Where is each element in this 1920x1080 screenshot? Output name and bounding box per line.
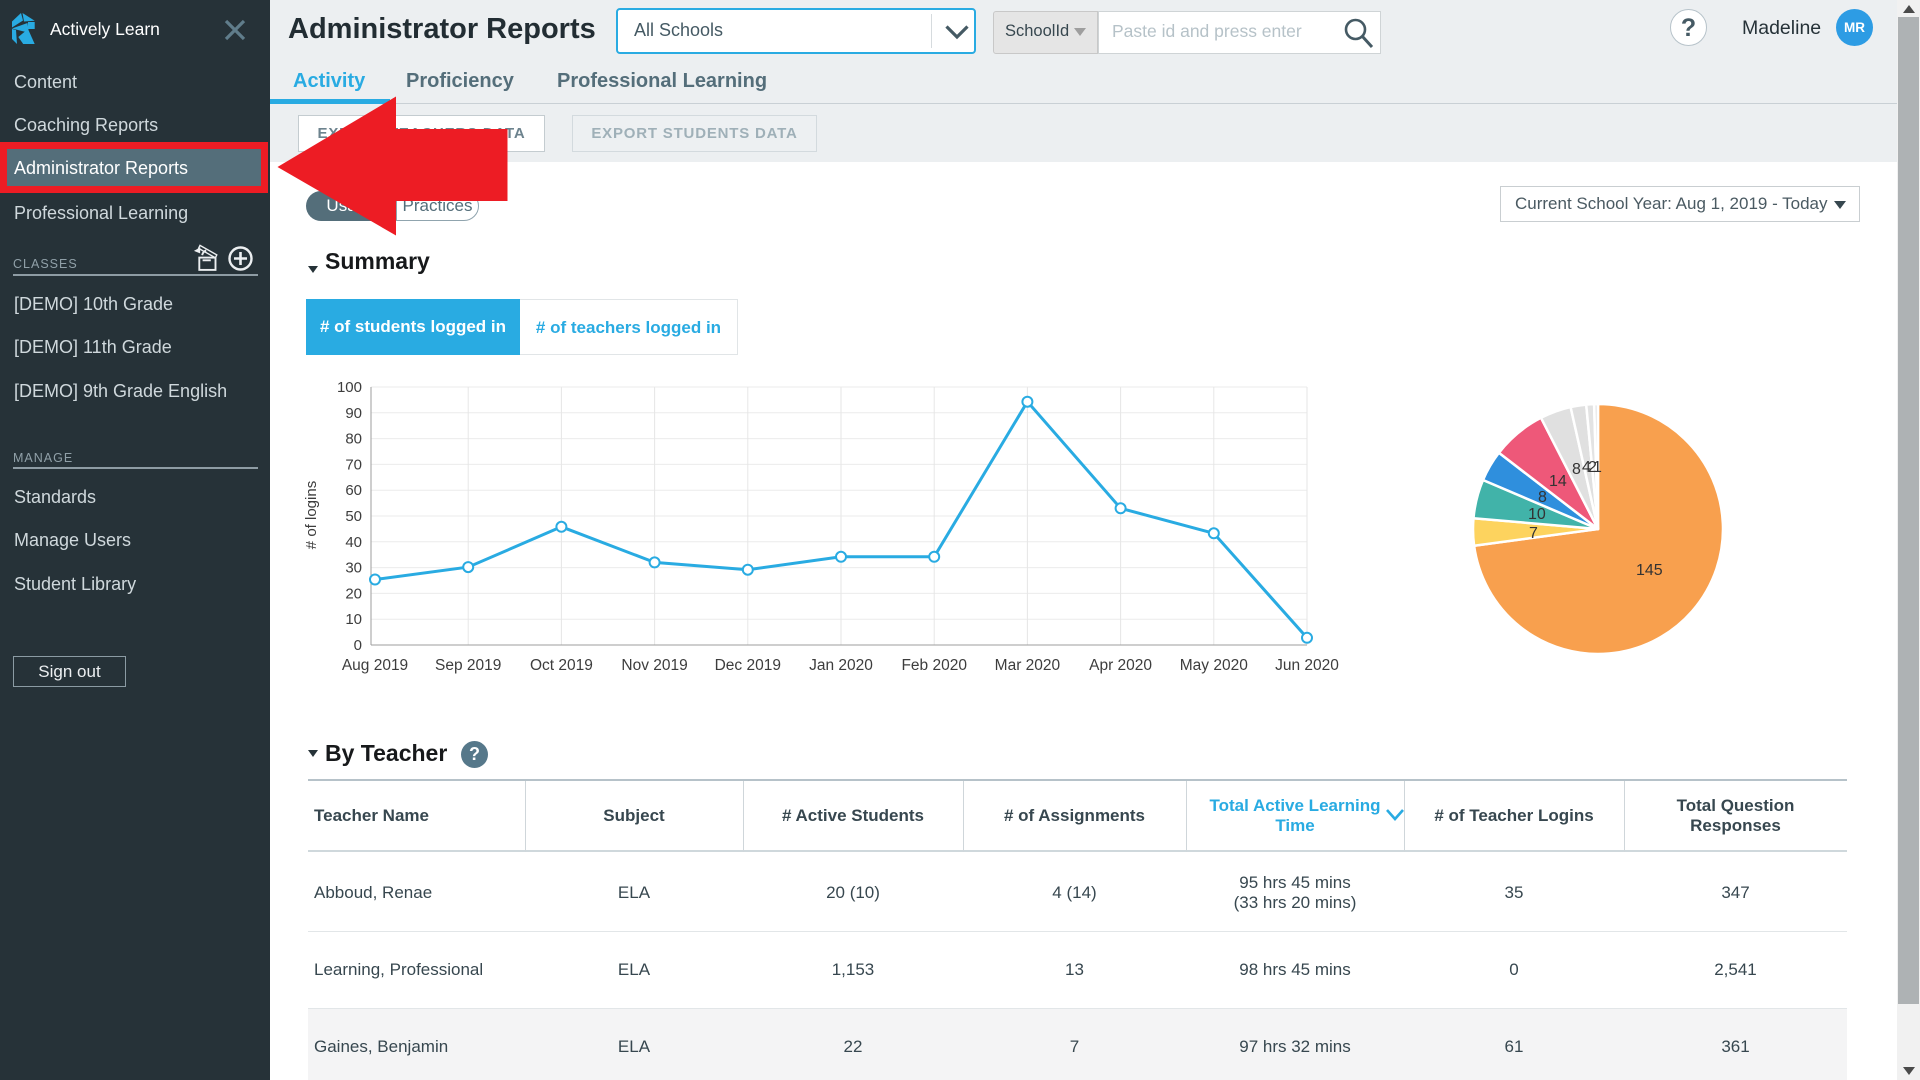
svg-text:Apr 2020: Apr 2020	[1089, 657, 1152, 674]
svg-text:145: 145	[1636, 562, 1663, 579]
svg-text:Jan 2020: Jan 2020	[809, 657, 873, 674]
svg-text:Dec 2019: Dec 2019	[715, 657, 781, 674]
svg-text:10: 10	[1528, 506, 1546, 523]
svg-text:70: 70	[345, 456, 362, 473]
svg-text:Feb 2020: Feb 2020	[901, 657, 967, 674]
svg-text:1: 1	[1593, 459, 1602, 476]
svg-text:10: 10	[345, 611, 362, 628]
svg-text:30: 30	[345, 560, 362, 577]
svg-text:Nov 2019: Nov 2019	[621, 657, 687, 674]
svg-text:14: 14	[1549, 473, 1567, 490]
svg-text:Oct 2019: Oct 2019	[530, 657, 593, 674]
svg-text:50: 50	[345, 508, 362, 525]
svg-text:# of logins: # of logins	[303, 481, 320, 549]
svg-text:2: 2	[1588, 459, 1597, 476]
svg-text:0: 0	[354, 637, 362, 654]
svg-text:40: 40	[345, 534, 362, 551]
svg-text:Aug 2019: Aug 2019	[342, 657, 408, 674]
svg-text:8: 8	[1538, 489, 1547, 506]
svg-text:May 2020: May 2020	[1180, 657, 1248, 674]
svg-text:Jun 2020: Jun 2020	[1275, 657, 1339, 674]
svg-text:4: 4	[1582, 459, 1591, 476]
svg-text:Sep 2019: Sep 2019	[435, 657, 501, 674]
svg-text:20: 20	[345, 585, 362, 602]
svg-text:100: 100	[337, 379, 362, 396]
svg-text:8: 8	[1572, 461, 1581, 478]
svg-text:60: 60	[345, 482, 362, 499]
svg-text:Mar 2020: Mar 2020	[995, 657, 1061, 674]
svg-text:7: 7	[1529, 525, 1538, 542]
svg-text:90: 90	[345, 405, 362, 422]
svg-text:80: 80	[345, 431, 362, 448]
